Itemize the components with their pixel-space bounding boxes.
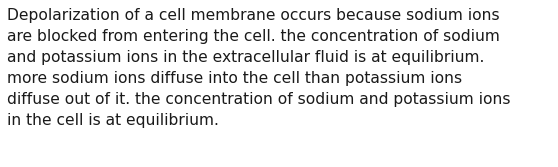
Text: Depolarization of a cell membrane occurs because sodium ions
are blocked from en: Depolarization of a cell membrane occurs… [7, 8, 511, 128]
